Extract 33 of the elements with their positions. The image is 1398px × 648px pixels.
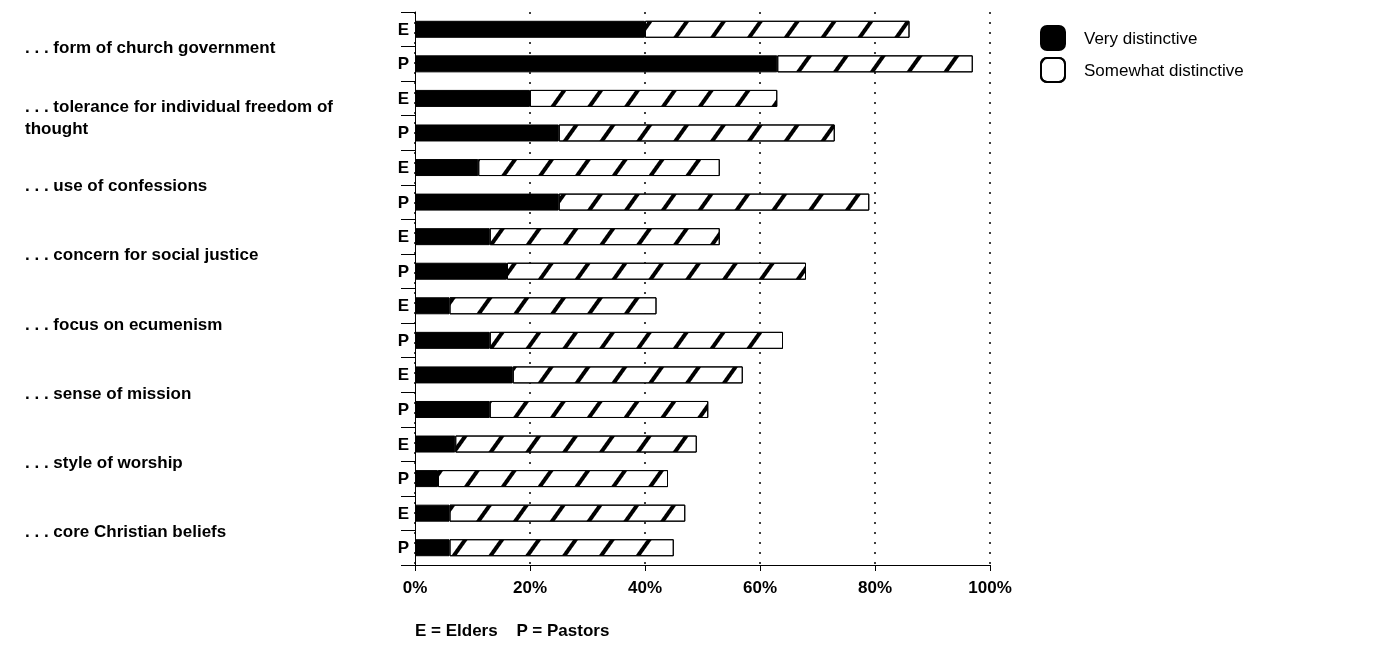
legend-label: Very distinctive <box>1084 28 1198 48</box>
y-tick-label: E <box>397 88 409 108</box>
y-tick-label: E <box>397 19 409 39</box>
y-tick-label: E <box>397 158 409 178</box>
y-tick-label: E <box>397 296 409 316</box>
x-tick-label: 40% <box>627 578 663 597</box>
text: . . . core Christian beliefs <box>25 521 227 541</box>
y-tick-label: P <box>397 469 409 489</box>
x-tick-label: 100% <box>968 578 1012 597</box>
text: . . . concern for social justice <box>25 245 259 265</box>
y-tick-label: P <box>397 54 409 74</box>
y-tick-label: P <box>397 123 409 143</box>
y-tick-label: P <box>397 261 409 281</box>
y-tick-label: P <box>397 330 409 350</box>
text: . . . focus on ecumenism <box>25 314 223 334</box>
y-tick-label: E <box>397 365 409 385</box>
text: . . . tolerance for individual freedom of thought <box>25 97 338 139</box>
text: . . . use of confessions <box>25 176 208 196</box>
text: . . . sense of mission <box>25 383 192 403</box>
y-tick-label: E <box>397 227 409 247</box>
y-tick-label: E <box>397 503 409 523</box>
legend-label: Somewhat distinctive <box>1084 60 1244 80</box>
x-tick-label: 60% <box>742 578 778 597</box>
x-tick-label: 20% <box>512 578 548 597</box>
x-tick-label: 80% <box>857 578 893 597</box>
y-tick-label: P <box>397 399 409 419</box>
y-tick-label: E <box>397 434 409 454</box>
x-tick-label: 0% <box>402 578 428 597</box>
text: E = Elders P = Pastors <box>415 621 610 640</box>
text: . . . style of worship <box>25 452 183 472</box>
y-tick-label: P <box>397 538 409 558</box>
y-tick-label: P <box>397 192 409 212</box>
text: . . . form of church government <box>25 38 276 58</box>
